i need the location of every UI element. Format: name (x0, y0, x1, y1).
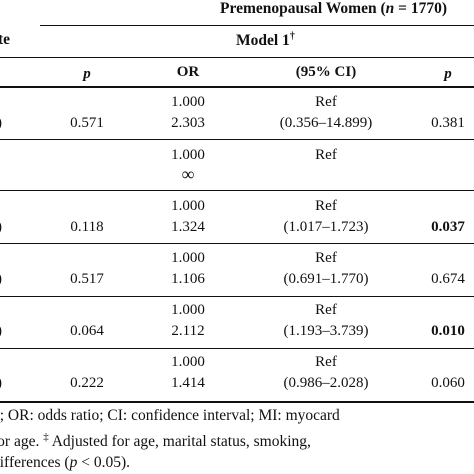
row-left-fragment: ) (0, 219, 2, 236)
col-header-ci: (95% CI) (295, 64, 357, 80)
columns-rule (0, 86, 474, 88)
row-ci-ref: Ref (315, 94, 337, 110)
group-title-n: n (385, 0, 395, 17)
footnote-line-2-start: for age. (0, 433, 40, 451)
row-p-model0: 0.517 (70, 271, 104, 287)
row-rule (0, 139, 474, 140)
row-p-model1: 0.010 (431, 323, 465, 339)
row-or-value: 1.414 (171, 375, 205, 391)
row-p-model1: 0.381 (431, 115, 465, 131)
row-rule (0, 190, 474, 191)
footnote-double-dagger: ‡ (43, 431, 49, 443)
row-or-value: 1.324 (171, 219, 205, 235)
col-header-p-left: p (83, 66, 91, 82)
row-ci-ref: Ref (315, 250, 337, 266)
row-or-ref: 1.000 (171, 198, 205, 214)
row-ci-ref: Ref (315, 354, 337, 370)
row-ci-value: (0.986–2.028) (283, 375, 369, 391)
row-or-value: 2.303 (171, 115, 205, 131)
row-ci-value: (1.017–1.723) (283, 219, 369, 235)
row-left-fragment: ) (0, 375, 2, 392)
col-header-p-right: p (444, 66, 452, 82)
model-label: Model 1† (236, 31, 295, 50)
group-title-prefix: Premenopausal Women ( (220, 0, 386, 17)
row-or-ref: 1.000 (171, 354, 205, 370)
row-left-fragment: ) (0, 271, 2, 288)
row-p-model1: 0.060 (431, 375, 465, 391)
footnote-line-2: for age. ‡ Adjusted for age, marital sta… (0, 431, 311, 451)
row-p-model0: 0.064 (70, 323, 104, 339)
row-ci-value: (0.356–14.899) (279, 115, 373, 131)
row-rule (0, 243, 474, 244)
footnote-line-3: differences (p < 0.05). (0, 454, 130, 472)
row-p-model1: 0.037 (431, 219, 465, 235)
row-or-ref: 1.000 (171, 250, 205, 266)
left-header-fragment: te (0, 31, 11, 48)
model-label-text: Model 1 (236, 32, 290, 50)
row-p-model0: 0.118 (70, 219, 104, 235)
model-dagger: † (289, 31, 295, 42)
footnote-line-1: o; OR: odds ratio; CI: confidence interv… (0, 407, 340, 424)
row-ci-ref: Ref (315, 198, 337, 214)
row-or-ref: 1.000 (171, 302, 205, 318)
group-title: Premenopausal Women (n = 1770) (220, 0, 447, 18)
row-ci-value: (1.193–3.739) (283, 323, 369, 339)
row-rule (0, 348, 474, 349)
row-p-model1: 0.674 (431, 271, 465, 287)
row-or-value: 2.112 (171, 323, 205, 339)
row-or-ref: 1.000 (171, 147, 205, 163)
col-header-or: OR (176, 64, 200, 80)
footnote-line-3-p: p (69, 454, 78, 471)
header-rule (40, 25, 474, 26)
row-or-value: 1.106 (171, 271, 205, 287)
row-ci-ref: Ref (315, 147, 337, 163)
row-rule (0, 296, 474, 297)
footnote-line-3-start: differences ( (0, 454, 70, 471)
row-ci-ref: Ref (315, 302, 337, 318)
footnote-line-3-rest: < 0.05). (77, 454, 131, 471)
row-or-ref: 1.000 (171, 94, 205, 110)
row-ci-value: (0.691–1.770) (283, 271, 369, 287)
footnote-line-2-rest: Adjusted for age, marital status, smokin… (48, 433, 311, 451)
row-left-fragment: ) (0, 323, 2, 340)
group-title-suffix: = 1770) (394, 0, 448, 17)
row-left-fragment: ) (0, 115, 2, 132)
row-p-model0: 0.571 (70, 115, 104, 131)
table-bottom-rule (0, 401, 474, 403)
model-rule (0, 57, 474, 58)
row-p-model0: 0.222 (70, 375, 104, 391)
row-or-value: ∞ (181, 164, 195, 184)
